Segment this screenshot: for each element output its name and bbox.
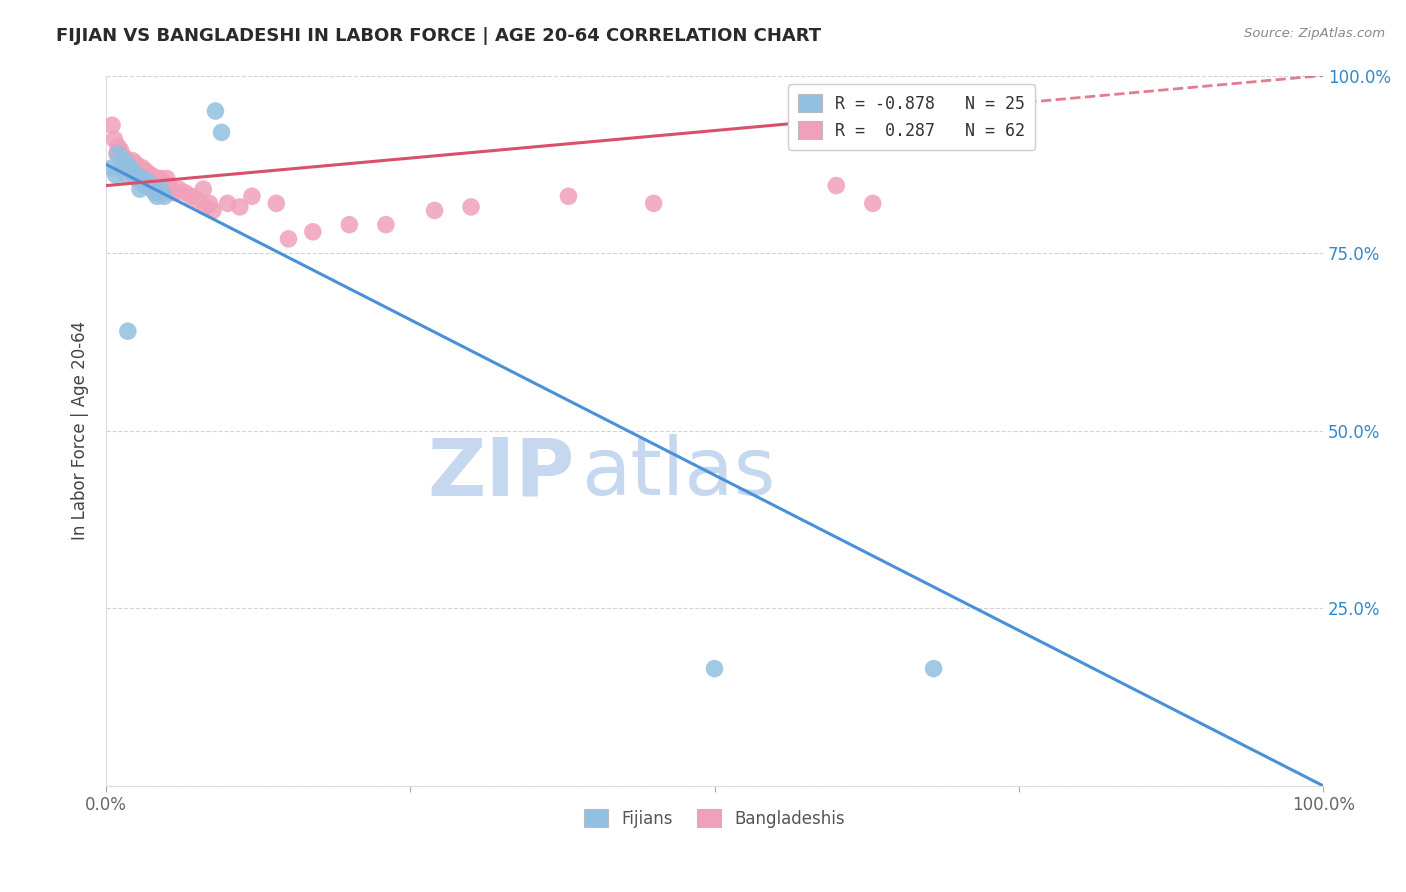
Point: [217, 196, 239, 211]
Point: [922, 662, 945, 676]
Point: [114, 168, 136, 182]
Point: [374, 218, 396, 232]
Point: [120, 157, 142, 171]
Point: [146, 189, 169, 203]
Point: [134, 171, 156, 186]
Point: [114, 157, 136, 171]
Point: [160, 182, 183, 196]
Point: [122, 164, 145, 178]
Point: [143, 171, 166, 186]
Point: [557, 189, 579, 203]
Point: [101, 161, 124, 175]
Point: [167, 182, 190, 196]
Point: [148, 178, 170, 193]
Point: [138, 175, 160, 189]
Point: [211, 125, 233, 139]
Text: FIJIAN VS BANGLADESHI IN LABOR FORCE | AGE 20-64 CORRELATION CHART: FIJIAN VS BANGLADESHI IN LABOR FORCE | A…: [56, 27, 821, 45]
Point: [121, 164, 143, 178]
Point: [148, 171, 170, 186]
Point: [174, 186, 197, 200]
Point: [139, 168, 162, 182]
Point: [129, 171, 152, 186]
Point: [862, 196, 884, 211]
Point: [149, 171, 172, 186]
Point: [142, 178, 165, 193]
Point: [302, 225, 325, 239]
Point: [180, 189, 202, 203]
Point: [423, 203, 446, 218]
Legend: Fijians, Bangladeshis: Fijians, Bangladeshis: [578, 802, 852, 834]
Point: [131, 171, 153, 186]
Point: [202, 203, 225, 218]
Point: [156, 171, 179, 186]
Point: [141, 171, 163, 186]
Point: [101, 118, 124, 132]
Point: [112, 153, 135, 168]
Point: [107, 139, 129, 153]
Point: [825, 178, 848, 193]
Point: [143, 186, 166, 200]
Point: [135, 164, 157, 178]
Point: [134, 178, 156, 193]
Point: [121, 161, 143, 175]
Point: [138, 168, 160, 182]
Point: [129, 164, 152, 178]
Point: [127, 161, 149, 175]
Point: [120, 164, 142, 178]
Text: atlas: atlas: [581, 434, 775, 512]
Point: [703, 662, 725, 676]
Point: [111, 157, 134, 171]
Point: [104, 168, 127, 182]
Point: [103, 132, 125, 146]
Point: [138, 175, 160, 189]
Point: [153, 186, 176, 200]
Point: [129, 182, 152, 196]
Point: [111, 157, 134, 171]
Point: [186, 193, 208, 207]
Point: [229, 200, 252, 214]
Point: [141, 182, 163, 196]
Point: [125, 157, 148, 171]
Point: [152, 178, 174, 193]
Point: [204, 103, 226, 118]
Point: [266, 196, 288, 211]
Point: [131, 161, 153, 175]
Point: [105, 146, 128, 161]
Point: [110, 143, 132, 157]
Point: [125, 168, 148, 182]
Point: [240, 189, 263, 203]
Point: [193, 182, 215, 196]
Point: [153, 189, 176, 203]
Point: [120, 161, 142, 175]
Point: [117, 324, 139, 338]
Point: [125, 168, 148, 182]
Point: [149, 182, 172, 196]
Text: Source: ZipAtlas.com: Source: ZipAtlas.com: [1244, 27, 1385, 40]
Point: [107, 146, 129, 161]
Point: [125, 171, 148, 186]
Point: [643, 196, 665, 211]
Point: [460, 200, 482, 214]
Point: [163, 186, 186, 200]
Point: [132, 168, 155, 182]
Point: [117, 157, 139, 171]
Point: [337, 218, 360, 232]
Point: [145, 178, 167, 193]
Point: [157, 178, 180, 193]
Point: [121, 153, 143, 168]
Point: [112, 150, 135, 164]
Point: [194, 200, 217, 214]
Point: [150, 182, 173, 196]
Y-axis label: In Labor Force | Age 20-64: In Labor Force | Age 20-64: [72, 321, 89, 541]
Point: [198, 196, 221, 211]
Text: ZIP: ZIP: [427, 434, 575, 512]
Point: [277, 232, 299, 246]
Point: [117, 153, 139, 168]
